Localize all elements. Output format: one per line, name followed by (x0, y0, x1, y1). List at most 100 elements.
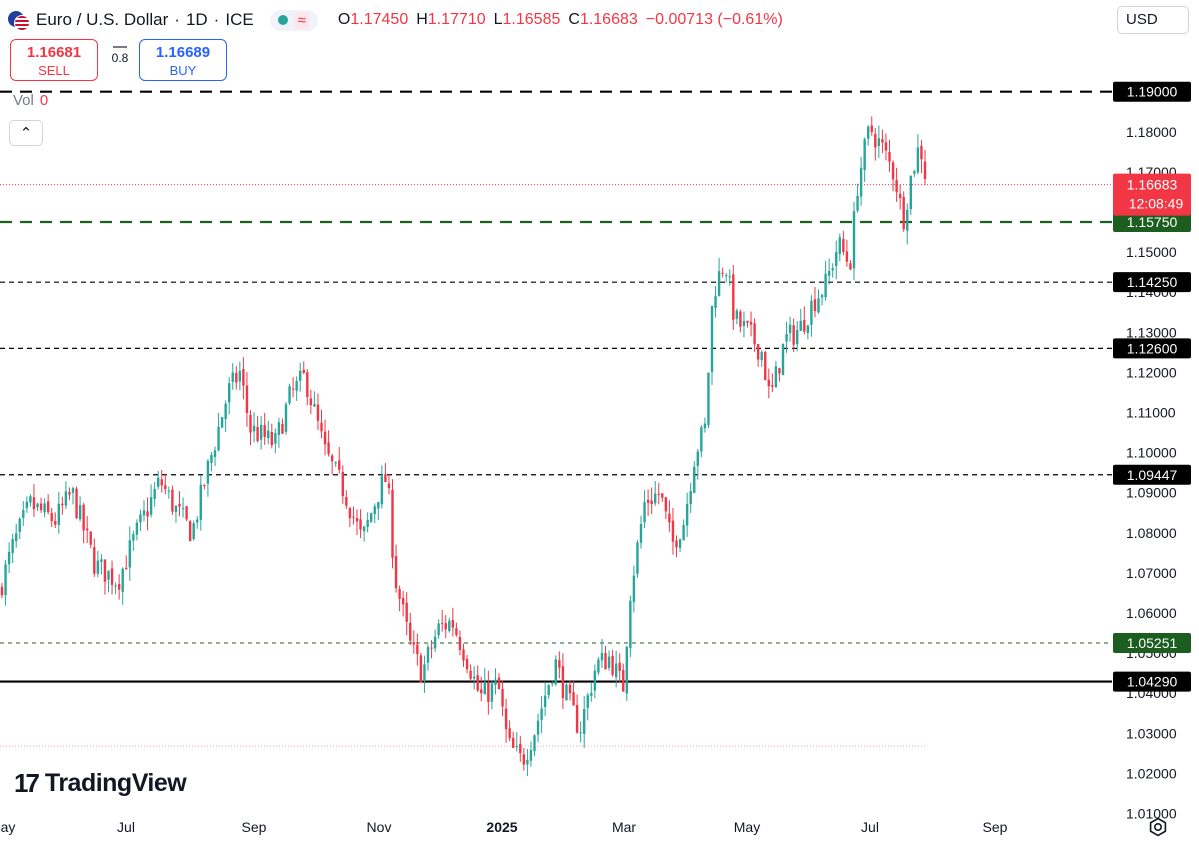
candle-body (341, 471, 344, 497)
symbol-title[interactable]: Euro / U.S. Dollar (36, 10, 169, 29)
title-separator: · (174, 10, 180, 29)
candle-body (906, 209, 909, 231)
candle-body (249, 415, 252, 433)
y-tick-label: 1.02000 (1126, 765, 1177, 781)
candle-body (267, 430, 270, 439)
candle-body (682, 524, 685, 541)
candle-body (164, 485, 167, 489)
candle-body (299, 370, 302, 381)
candle-body (881, 139, 884, 143)
candle-body (423, 664, 426, 681)
candle-body (263, 425, 266, 438)
y-tick-label: 1.13000 (1126, 324, 1177, 340)
candle-body (252, 425, 256, 432)
candle-body (799, 320, 802, 331)
candle-body (820, 294, 824, 298)
market-status-pill[interactable]: ≈ (269, 9, 318, 31)
candle-body (352, 516, 355, 518)
candle-body (132, 534, 135, 541)
candle-body (217, 426, 220, 451)
candle-body (884, 142, 888, 151)
candle-body (426, 647, 430, 663)
candle-body (39, 503, 43, 511)
candle-body (803, 320, 806, 332)
candle-body (281, 424, 284, 434)
eur-usd-flag-icon (8, 9, 30, 31)
candle-body (235, 372, 238, 383)
candle-body (685, 503, 689, 526)
candle-body (792, 325, 795, 345)
open-value: 1.17450 (350, 11, 409, 28)
candle-body (64, 491, 68, 506)
candle-body (835, 252, 838, 266)
candle-body (160, 479, 163, 486)
last-price-label: 1.16683 (1127, 177, 1178, 193)
candle-body (149, 497, 153, 515)
candle-body (437, 623, 440, 636)
buy-button[interactable]: 1.16689 BUY (139, 39, 227, 81)
tradingview-mark-icon: 17 (14, 768, 40, 798)
tradingview-wordmark: TradingView (44, 769, 187, 797)
candle-body (874, 134, 877, 148)
tradingview-logo[interactable]: 17 TradingView (14, 768, 187, 799)
candle-body (838, 237, 841, 255)
close-value: 1.16683 (579, 11, 638, 28)
y-tick-label: 1.12000 (1126, 364, 1177, 380)
settings-gear-icon[interactable] (1148, 817, 1168, 837)
candle-body (86, 528, 89, 531)
price-level-label: 1.09447 (1127, 467, 1178, 483)
candle-body (913, 171, 916, 174)
x-tick-label: Jul (861, 819, 879, 835)
candle-body (543, 695, 547, 707)
y-tick-label: 1.06000 (1126, 605, 1177, 621)
candle-body (494, 679, 497, 685)
open-key: O (337, 11, 351, 28)
candle-body (675, 540, 678, 548)
candle-body (764, 352, 767, 381)
candle-body (25, 501, 29, 509)
candle-body (558, 660, 561, 668)
price-level-badge (1113, 671, 1191, 692)
title-separator-2: · (213, 10, 220, 29)
candle-body (707, 372, 710, 426)
candle-body (611, 655, 614, 675)
candle-body (767, 379, 770, 387)
collapse-legend-button[interactable]: ⌃ (9, 120, 43, 146)
candle-body (4, 564, 7, 596)
candle-body (714, 296, 717, 308)
low-value: 1.16585 (502, 11, 561, 28)
interval-label[interactable]: 1D (185, 10, 208, 29)
candle-body (480, 689, 483, 694)
x-tick-label: Sep (983, 819, 1008, 835)
candle-body (671, 520, 675, 542)
candle-body (15, 533, 18, 542)
candle-body (394, 556, 398, 589)
candle-body (678, 539, 682, 548)
currency-select[interactable]: USD (1117, 6, 1189, 34)
candle-body (448, 620, 451, 632)
price-level-badge (1113, 338, 1191, 359)
price-level-label: 1.14250 (1127, 274, 1178, 290)
sell-button[interactable]: 1.16681 SELL (10, 39, 98, 81)
candle-body (472, 676, 476, 679)
candle-body (199, 484, 202, 520)
candle-body (224, 403, 227, 420)
candle-body (185, 506, 188, 520)
candle-body (242, 369, 245, 386)
candle-body (689, 490, 692, 505)
candle-body (735, 310, 739, 319)
candle-body (398, 589, 401, 599)
candle-body (167, 490, 171, 492)
x-tick-label: ay (1, 819, 16, 835)
candle-body (146, 511, 149, 517)
last-price-badge (1113, 173, 1191, 216)
candle-body (849, 263, 852, 270)
candle-body (469, 670, 472, 679)
candle-body (320, 422, 323, 432)
candle-body (710, 306, 714, 372)
candle-body (561, 666, 565, 699)
y-tick-label: 1.18000 (1126, 124, 1177, 140)
volume-label: Vol (13, 92, 34, 109)
candle-body (220, 417, 224, 428)
